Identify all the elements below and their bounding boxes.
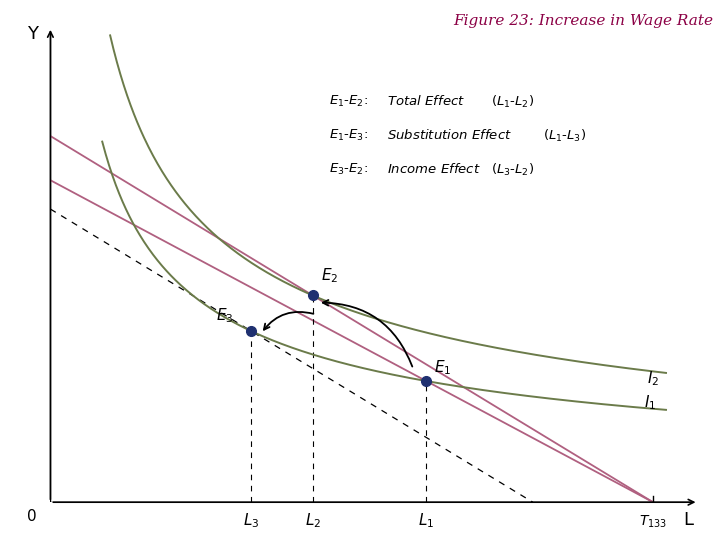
Text: $E_3$-$E_2$:: $E_3$-$E_2$: — [329, 162, 369, 177]
Text: $L_3$: $L_3$ — [243, 511, 259, 530]
Text: $(L_1$-$L_3)$: $(L_1$-$L_3)$ — [543, 128, 586, 144]
Text: $I_2$: $I_2$ — [647, 369, 659, 388]
Text: $E_3$: $E_3$ — [216, 307, 233, 326]
Text: 0: 0 — [27, 509, 37, 524]
Text: $\it{Substitution\ Effect}$: $\it{Substitution\ Effect}$ — [387, 128, 513, 141]
Text: $E_1$-$E_2$:: $E_1$-$E_2$: — [329, 93, 369, 109]
Text: $E_1$-$E_3$:: $E_1$-$E_3$: — [329, 128, 369, 143]
Text: $L_2$: $L_2$ — [305, 511, 321, 530]
Text: $L_1$: $L_1$ — [418, 511, 434, 530]
Text: $E_1$: $E_1$ — [434, 359, 451, 377]
Text: $(L_1$-$L_2)$: $(L_1$-$L_2)$ — [491, 93, 534, 110]
Text: $\it{Income\ Effect}$: $\it{Income\ Effect}$ — [387, 162, 481, 176]
Text: $\it{Total\ Effect}$: $\it{Total\ Effect}$ — [387, 93, 466, 107]
Text: L: L — [684, 511, 693, 529]
Text: Y: Y — [27, 25, 37, 43]
Text: Figure 23: Increase in Wage Rate: Figure 23: Increase in Wage Rate — [453, 14, 713, 28]
Text: $I_1$: $I_1$ — [644, 393, 657, 412]
Text: $(L_3$-$L_2)$: $(L_3$-$L_2)$ — [491, 162, 534, 178]
Text: $T_{133}$: $T_{133}$ — [639, 514, 667, 530]
Text: $E_2$: $E_2$ — [320, 266, 338, 285]
